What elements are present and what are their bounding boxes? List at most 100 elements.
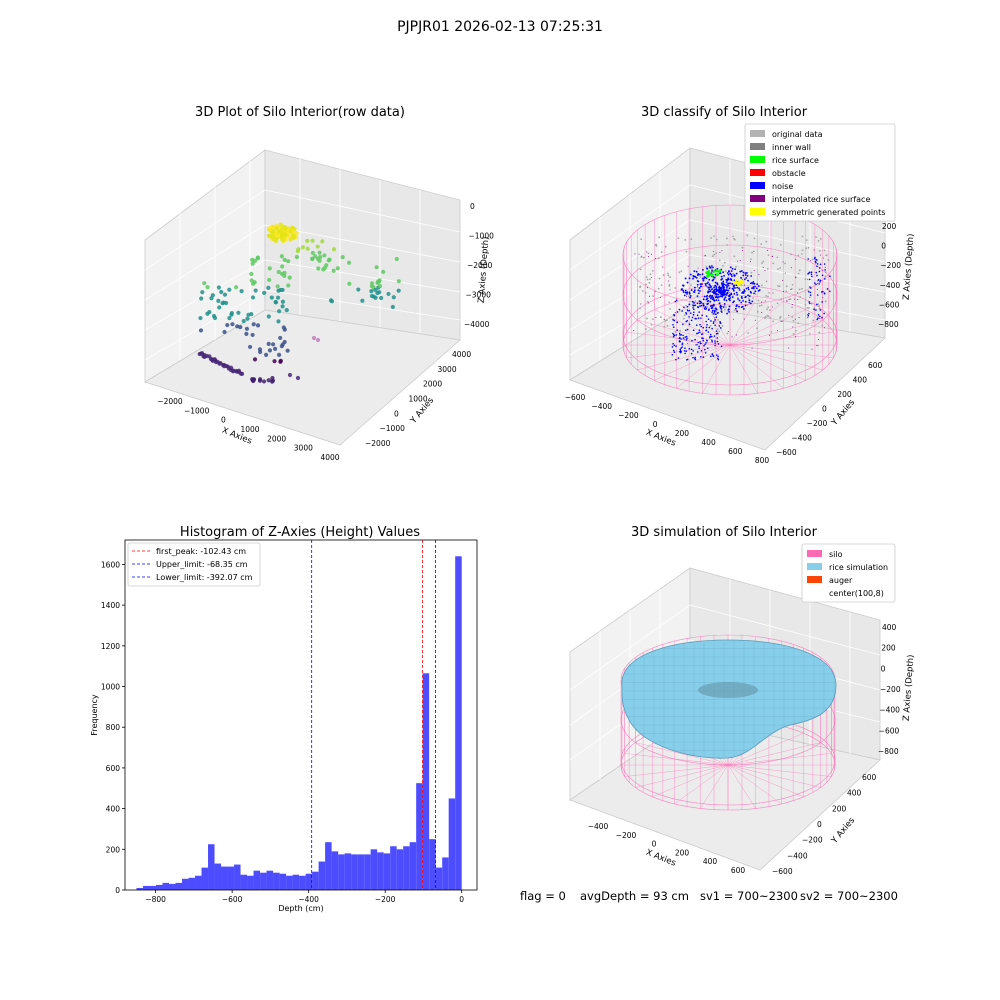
scatter-point	[327, 257, 332, 262]
classified-point	[726, 272, 729, 274]
classified-point	[819, 250, 821, 252]
classified-point	[736, 310, 739, 313]
scatter-point	[262, 290, 267, 296]
classified-point	[710, 285, 713, 288]
classified-point	[646, 251, 648, 253]
classified-point	[818, 270, 821, 273]
histogram-bar	[331, 851, 339, 890]
panel4-legend: silo rice simulation auger center(100,8)	[801, 543, 896, 603]
classified-point	[678, 336, 681, 339]
classified-point	[813, 282, 816, 284]
classified-point	[754, 319, 756, 321]
classified-point	[766, 280, 768, 282]
classified-point	[714, 284, 717, 287]
panel3-y-tick: 0	[115, 886, 120, 895]
scatter-point	[315, 244, 320, 249]
scatter-point	[322, 253, 327, 258]
classified-point	[772, 320, 775, 323]
classified-point	[748, 301, 751, 304]
panel2-legend-label: noise	[772, 182, 793, 191]
classified-point	[729, 266, 732, 269]
classified-point	[655, 317, 657, 319]
scatter-point	[373, 287, 378, 293]
scatter-point	[199, 296, 204, 301]
classified-point	[686, 358, 689, 361]
classified-point	[651, 269, 654, 272]
classified-point	[695, 270, 698, 273]
scatter-point	[272, 237, 277, 242]
classified-point	[642, 256, 645, 259]
classified-point	[810, 260, 812, 262]
classified-point	[699, 285, 702, 288]
classified-point	[710, 273, 714, 277]
scatter-point	[255, 255, 260, 260]
classified-point	[743, 290, 746, 293]
scatter-point	[316, 266, 321, 271]
classified-point	[829, 290, 831, 293]
classified-point	[744, 284, 746, 286]
classified-point	[750, 271, 753, 274]
classified-point	[746, 234, 749, 237]
panel1-x-tick: 1000	[240, 425, 259, 434]
panel4-z-tick: −200	[880, 685, 901, 694]
classified-point	[806, 314, 808, 316]
classified-point	[672, 323, 674, 326]
classified-point	[669, 307, 671, 310]
classified-point	[722, 291, 724, 294]
classified-point	[725, 281, 728, 284]
classified-point	[713, 304, 715, 307]
panel1-x-tick: 0	[221, 416, 226, 425]
classified-point	[697, 280, 700, 283]
classified-point	[753, 292, 755, 295]
panel4-legend-label: rice simulation	[829, 563, 888, 572]
panel2-legend-swatch	[750, 130, 765, 137]
classified-point	[680, 350, 682, 353]
panel3-vlines	[311, 540, 436, 890]
classified-point	[647, 252, 650, 255]
panel1-y-ticks: −2000 −1000 0 1000 2000 3000 4000	[365, 350, 471, 448]
scatter-point	[279, 344, 284, 349]
panel1-z-tick: −2000	[467, 261, 493, 270]
scatter-point	[275, 295, 281, 300]
classified-point	[750, 275, 753, 277]
scatter-point	[373, 295, 378, 300]
classified-point	[751, 300, 754, 303]
classified-point	[708, 288, 711, 291]
classified-point	[719, 326, 722, 329]
panel4-legend-label: auger	[829, 576, 853, 585]
classified-point	[819, 315, 821, 318]
panel2-silo-spoke	[729, 319, 823, 346]
classified-point	[816, 282, 818, 284]
classified-point	[797, 272, 800, 275]
classified-point	[685, 329, 687, 332]
classified-point	[711, 288, 714, 291]
classified-point	[795, 329, 797, 332]
scatter-point	[286, 283, 291, 288]
classified-point	[701, 314, 703, 317]
histogram-bar	[383, 853, 391, 890]
classified-point	[726, 332, 729, 335]
classified-point	[665, 319, 668, 322]
classified-point	[791, 316, 794, 318]
classified-point	[710, 355, 712, 358]
classified-point	[777, 268, 779, 270]
classified-point	[825, 271, 827, 273]
panel1-y-tick: −1000	[380, 424, 406, 433]
classified-point	[777, 285, 779, 287]
classified-point	[722, 286, 725, 288]
classified-point	[697, 286, 699, 288]
scatter-point	[295, 248, 301, 254]
classified-point	[697, 341, 699, 344]
scatter-point	[270, 225, 276, 230]
classified-point	[717, 299, 720, 302]
classified-point	[734, 278, 738, 282]
classified-point	[724, 270, 727, 273]
classified-point	[694, 317, 696, 320]
panel2-silo-spoke	[729, 344, 784, 389]
classified-point	[701, 333, 704, 335]
classified-point	[633, 330, 635, 332]
scatter-point	[317, 250, 322, 255]
classified-point	[728, 287, 731, 290]
histogram-bar	[422, 673, 430, 890]
histogram-bar	[247, 875, 254, 890]
